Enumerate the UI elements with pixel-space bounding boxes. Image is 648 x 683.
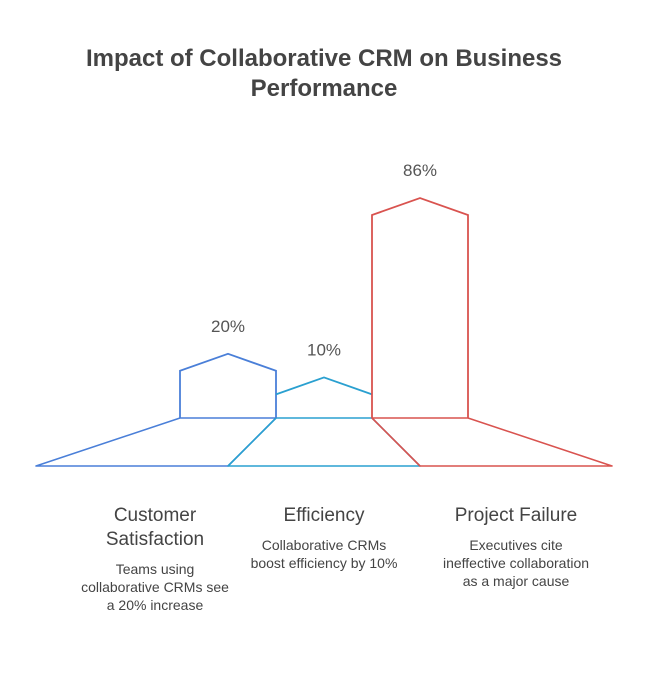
category-project-failure: Project Failure Executives cite ineffect… <box>391 504 641 590</box>
bar-value-label-0: 20% <box>211 317 245 336</box>
category-description: Executives cite ineffective collaboratio… <box>442 537 590 589</box>
bar-base-0 <box>35 417 277 467</box>
category-label: Customer Satisfaction <box>105 505 205 550</box>
bar-0 <box>179 352 277 418</box>
bar-2 <box>371 197 469 418</box>
bar-base-1 <box>227 417 421 467</box>
category-label: Efficiency <box>283 505 365 526</box>
bar-1 <box>275 376 373 396</box>
bar-value-label-1: 10% <box>307 340 341 359</box>
chart-title-line-1: Impact of Collaborative CRM on Business <box>85 45 563 72</box>
bar-value-label-2: 86% <box>403 161 437 180</box>
category-description: Collaborative CRMs boost efficiency by 1… <box>250 537 398 571</box>
category-efficiency: Efficiency Collaborative CRMs boost effi… <box>199 504 449 572</box>
chart-title-line-2: Performance <box>250 75 398 102</box>
chart-title: Impact of Collaborative CRM on Business … <box>0 44 648 104</box>
category-description: Teams using collaborative CRMs see a 20%… <box>81 561 229 613</box>
category-customer-satisfaction: Customer Satisfaction Teams using collab… <box>30 504 280 614</box>
category-label: Project Failure <box>454 505 578 526</box>
bar-base-2 <box>371 417 613 467</box>
